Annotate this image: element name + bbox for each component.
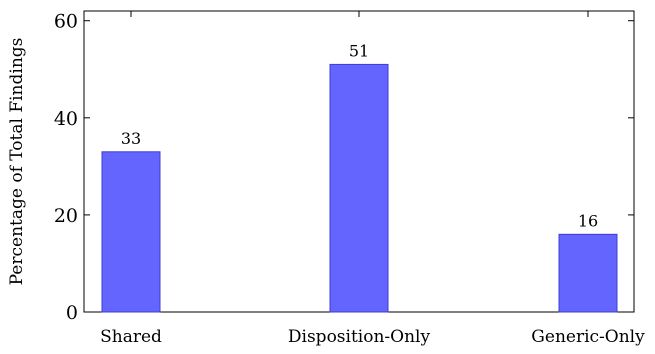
data-label: 16 bbox=[578, 211, 598, 230]
y-tick-label: 20 bbox=[54, 205, 78, 227]
y-axis-label: Percentage of Total Findings bbox=[7, 38, 27, 286]
y-tick-label: 60 bbox=[54, 11, 78, 33]
bars bbox=[101, 63, 618, 313]
bar bbox=[329, 63, 389, 313]
y-tick-label: 40 bbox=[54, 108, 78, 130]
x-tick-label: Disposition-Only bbox=[288, 327, 431, 347]
y-tick-label: 0 bbox=[66, 302, 78, 324]
data-label: 51 bbox=[349, 41, 369, 60]
x-tick-label: Shared bbox=[100, 327, 162, 347]
x-axis: Shared Disposition-Only Generic-Only bbox=[100, 11, 645, 347]
data-label: 33 bbox=[121, 129, 141, 148]
bar bbox=[558, 233, 618, 313]
data-labels: 33 51 16 bbox=[121, 41, 598, 230]
y-axis: 0 20 40 60 bbox=[54, 11, 634, 324]
x-tick-label: Generic-Only bbox=[531, 327, 645, 347]
bar bbox=[101, 151, 161, 313]
